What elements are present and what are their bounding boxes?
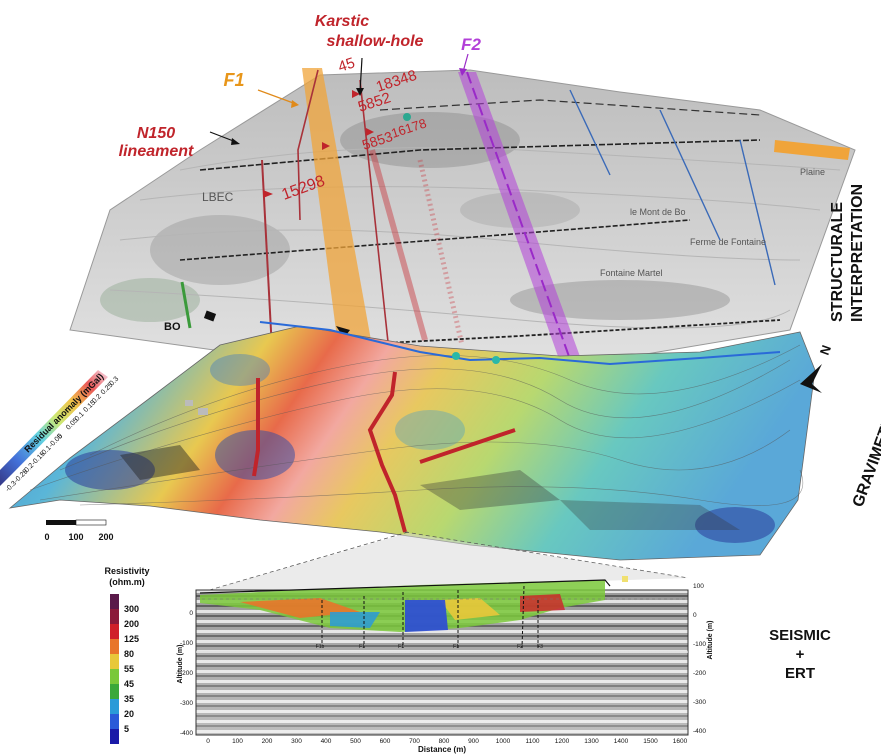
resistivity-swatch: [110, 729, 119, 744]
section-fault-label: F1: [359, 644, 365, 650]
resistivity-swatch: [110, 669, 119, 684]
scale-label-0: 0: [44, 532, 49, 542]
section-x-tick: 0: [206, 738, 210, 745]
section-fault-label: F1b: [316, 644, 325, 650]
section-x-tick: 500: [350, 738, 361, 745]
section-x-tick: 1300: [584, 738, 599, 745]
lineament-label: lineament: [119, 143, 194, 160]
f1-fault-zone: [302, 68, 372, 346]
resistivity-swatch: [110, 624, 119, 639]
section-y-tick-right: 100: [693, 583, 704, 590]
section-xlabel: Distance (m): [418, 745, 466, 754]
section-y-tick-left: -400: [180, 730, 193, 737]
scale-label-100: 100: [68, 532, 83, 542]
gravity-tick: 0: [56, 433, 64, 441]
resistivity-title: Resistivity: [104, 566, 149, 576]
seismic-title-line1: SEISMIC: [769, 627, 831, 644]
map-label-fontaine: Fontaine Martel: [600, 268, 663, 278]
resistivity-legend: Resistivity (ohm.m) 300 200 125 80 55 45 35 20 5: [104, 566, 150, 744]
section-y-tick-left: 0: [189, 610, 193, 617]
resistivity-swatch: [110, 594, 119, 609]
section-x-tick: 200: [262, 738, 273, 745]
resistivity-value: 80: [124, 649, 134, 659]
section-y-tick-right: -200: [693, 670, 706, 677]
resistivity-swatch: [110, 684, 119, 699]
section-x-tick: 600: [380, 738, 391, 745]
map-label-ferme: Ferme de Fontaine: [690, 237, 766, 247]
section-x-tick: 1200: [555, 738, 570, 745]
section-fault-label: F1: [398, 644, 404, 650]
resistivity-value: 200: [124, 619, 139, 629]
resistivity-swatch: [110, 639, 119, 654]
section-x-tick: 900: [468, 738, 479, 745]
gravity-tick: 0.2: [91, 393, 103, 405]
map-label-bo: BO: [164, 321, 181, 333]
map-label-lbec: LBEC: [202, 190, 234, 204]
resistivity-value: 35: [124, 694, 134, 704]
resistivity-swatch: [110, 714, 119, 729]
resistivity-value: 5: [124, 724, 129, 734]
resistivity-value: 20: [124, 709, 134, 719]
resistivity-unit: (ohm.m): [109, 577, 145, 587]
north-label: N: [817, 343, 834, 357]
gravity-tick: 0.1: [74, 411, 86, 423]
section-x-tick: 700: [409, 738, 420, 745]
section-x-tick: 1500: [643, 738, 658, 745]
resistivity-swatch: [110, 699, 119, 714]
section-y-tick-right: -100: [693, 641, 706, 648]
section-ylabel-left: Altitude (m): [177, 645, 184, 684]
gravimetry-surface: [8, 321, 816, 561]
shallow-hole-label: shallow-hole: [327, 33, 424, 50]
resistivity-value: 45: [124, 679, 134, 689]
resistivity-value: 125: [124, 634, 139, 644]
structural-map-surface: [69, 69, 856, 373]
resistivity-swatch: [110, 609, 119, 624]
section-x-tick: 400: [321, 738, 332, 745]
section-y-tick-left: -100: [180, 640, 193, 647]
section-y-tick-right: -400: [693, 728, 706, 735]
n150-label: N150: [137, 125, 175, 142]
structural-title-line1: STRUCTURALE: [829, 202, 846, 322]
section-fault-label: F1: [453, 644, 459, 650]
section-x-tick: 1400: [614, 738, 629, 745]
section-x-tick: 100: [232, 738, 243, 745]
gravity-tick: 0.3: [108, 376, 120, 388]
f2-label: F2: [461, 35, 481, 54]
section-ylabel-right: Altitude (m): [707, 621, 714, 660]
section-y-tick-right: 0: [693, 612, 697, 619]
section-x-tick: 800: [439, 738, 450, 745]
section-x-tick: 1600: [673, 738, 688, 745]
section-x-tick: 300: [291, 738, 302, 745]
section-y-tick-left: -200: [180, 670, 193, 677]
section-x-tick: 1000: [496, 738, 511, 745]
map-label-plaine: Plaine: [800, 167, 825, 177]
seismic-section: F1b F1 F1 F1 F2 F3 0 100 200 300 400 500 600 700 800 9…: [177, 576, 714, 754]
section-fault-label: F3: [537, 644, 543, 650]
section-x-tick: 1100: [526, 738, 540, 745]
map-label-mont: le Mont de Bo: [630, 207, 686, 217]
resistivity-swatch: [110, 654, 119, 669]
gravimetry-title: GRAVIMETRY: [850, 405, 881, 510]
section-y-tick-left: -300: [180, 700, 193, 707]
scale-label-200: 200: [98, 532, 113, 542]
scale-bar: 0 100 200: [44, 519, 114, 542]
resistivity-value: 55: [124, 664, 134, 674]
seismic-title-line3: ERT: [785, 665, 815, 682]
f1-label: F1: [223, 70, 244, 90]
structural-title-line2: INTERPRETATION: [849, 184, 866, 322]
karstic-label: Karstic: [315, 13, 369, 30]
seismic-title-line2: +: [796, 646, 805, 663]
section-y-tick-right: -300: [693, 699, 706, 706]
well-label-top: 45: [336, 54, 357, 75]
resistivity-value: 300: [124, 604, 139, 614]
section-fault-label: F2: [517, 644, 523, 650]
